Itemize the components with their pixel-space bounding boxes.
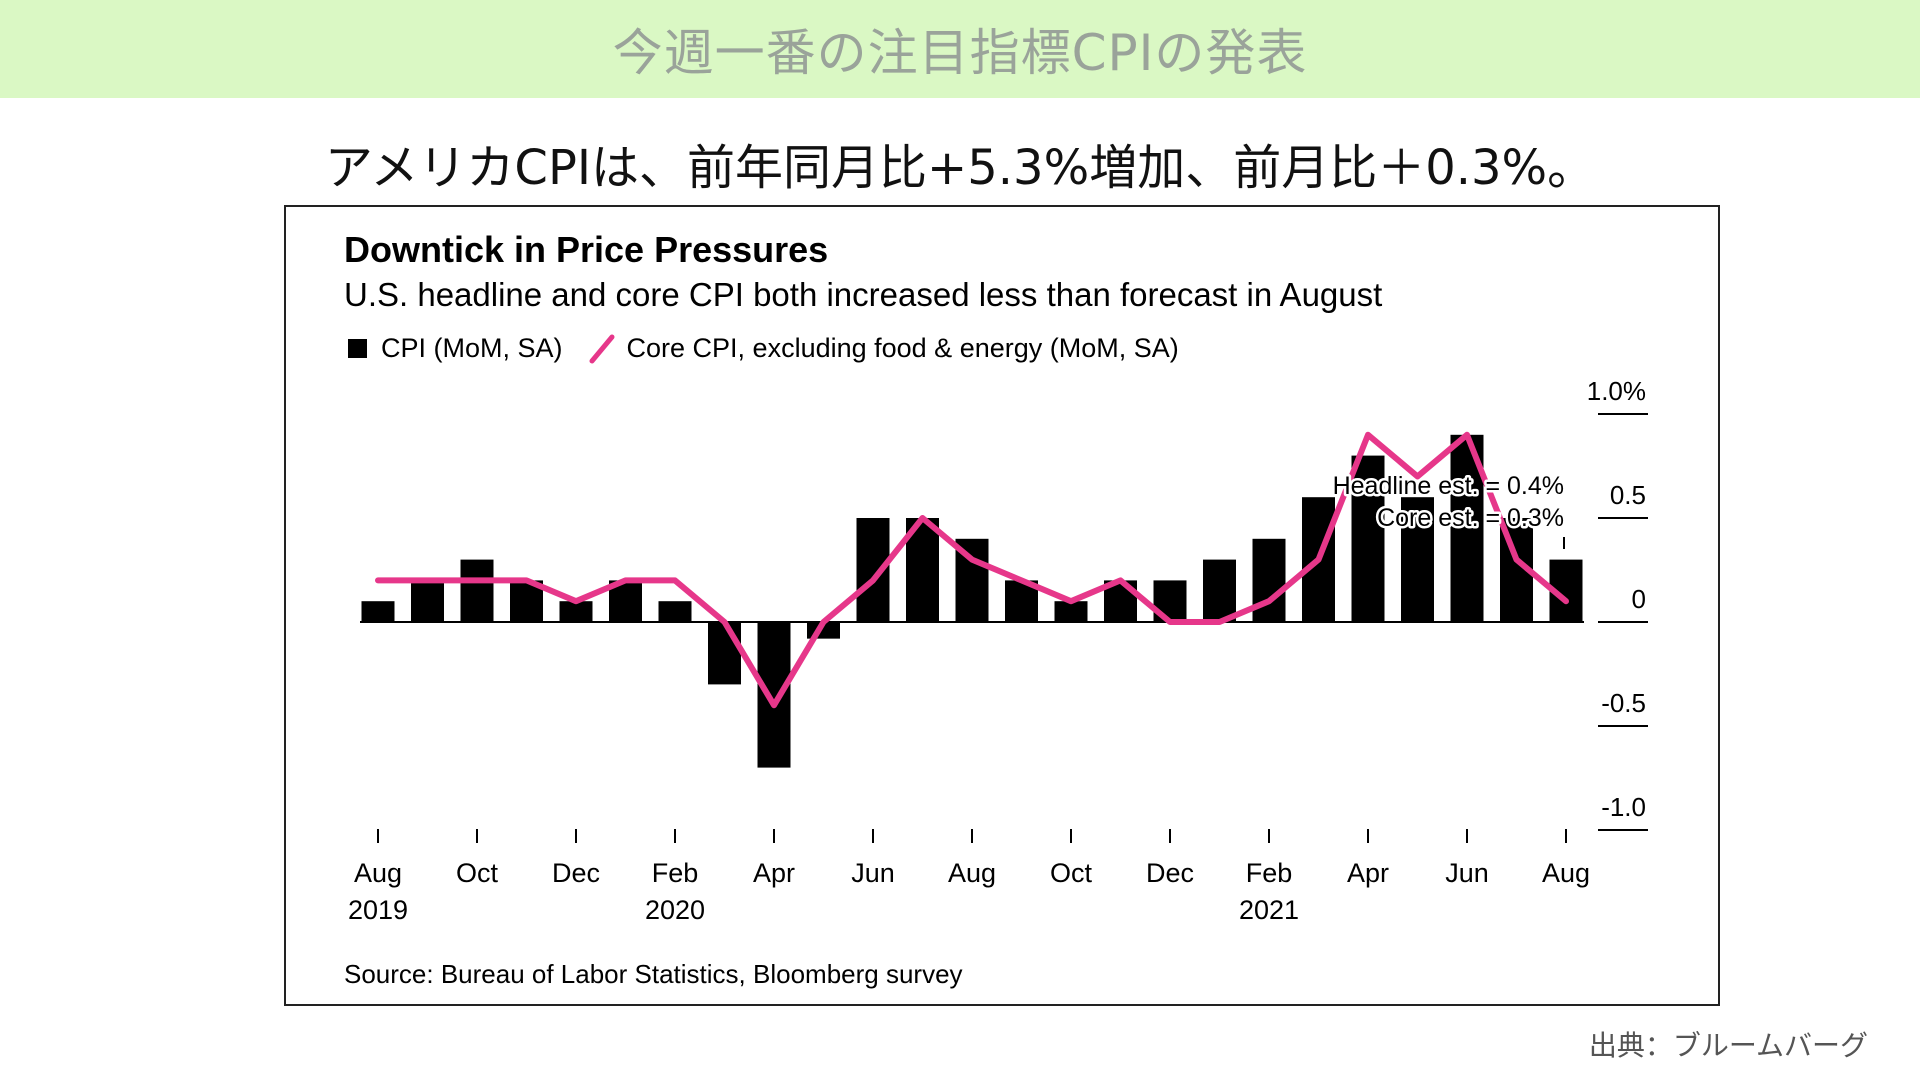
x-tick-label: Oct <box>1050 858 1093 888</box>
cpi-bar <box>411 580 444 622</box>
estimate-annotation: Core est. = 0.3% <box>1377 504 1564 532</box>
x-tick-label: Feb <box>1246 858 1293 888</box>
x-tick-label: Apr <box>753 858 795 888</box>
chart-source: Source: Bureau of Labor Statistics, Bloo… <box>344 959 963 989</box>
x-tick-label: Aug <box>948 858 996 888</box>
x-tick-label: Jun <box>1445 858 1489 888</box>
x-year-label: 2020 <box>645 895 705 925</box>
y-tick-label: 1.0% <box>1587 376 1646 406</box>
cpi-bar <box>658 601 692 622</box>
estimate-annotation: Headline est. = 0.4% <box>1333 472 1564 500</box>
cpi-bar <box>559 601 593 622</box>
core-cpi-line <box>375 431 1569 709</box>
legend-label-core-cpi: Core CPI, excluding food & energy (MoM, … <box>626 333 1179 363</box>
y-tick-label: 0.5 <box>1610 480 1646 510</box>
cpi-bar <box>1351 455 1385 622</box>
cpi-bar <box>1252 538 1286 622</box>
estimate-annotation-halo: Headline est. = 0.4% <box>1333 472 1564 500</box>
chart-subtitle: U.S. headline and core CPI both increase… <box>344 276 1383 313</box>
banner-title: 今週一番の注目指標CPIの発表 <box>612 24 1308 82</box>
x-tick-label: Jun <box>851 858 895 888</box>
cpi-bar <box>361 601 395 622</box>
x-tick-label: Dec <box>552 858 600 888</box>
title-banner: 今週一番の注目指標CPIの発表 <box>0 0 1920 98</box>
chart-panel: Downtick in Price Pressures U.S. headlin… <box>284 205 1720 1006</box>
chart-legend: CPI (MoM, SA) Core CPI, excluding food &… <box>348 333 1179 364</box>
chart-title: Downtick in Price Pressures <box>344 229 829 270</box>
cpi-bar <box>708 622 741 685</box>
x-tick-label: Feb <box>652 858 699 888</box>
cpi-bar <box>757 622 791 768</box>
legend-label-cpi: CPI (MoM, SA) <box>381 333 563 363</box>
x-tick-label: Aug <box>354 858 402 888</box>
cpi-bar <box>1054 601 1088 622</box>
legend-bar-swatch <box>348 339 367 358</box>
estimate-annotation-halo: Core est. = 0.3% <box>1377 504 1564 532</box>
chart-plot-area: 1.0% 0.5 0 -0.5 -1.0 Aug 2019 Oct Dec Feb 2020 Apr J… <box>348 376 1648 925</box>
x-year-label: 2021 <box>1239 895 1299 925</box>
x-tick-label: Apr <box>1347 858 1389 888</box>
headline-text: アメリカCPIは、前年同月比+5.3%増加、前月比＋0.3%。 <box>324 140 1596 196</box>
x-tick-label: Aug <box>1542 858 1590 888</box>
x-tick-label: Dec <box>1146 858 1194 888</box>
credit-text: 出典：ブルームバーグ <box>1588 1029 1868 1062</box>
legend-line-swatch <box>589 334 615 363</box>
cpi-bar <box>1401 497 1434 622</box>
cpi-bar <box>1203 559 1236 622</box>
x-tick-label: Oct <box>456 858 499 888</box>
x-year-label: 2019 <box>348 895 408 925</box>
y-tick-label: -1.0 <box>1601 792 1646 822</box>
y-tick-label: -0.5 <box>1601 688 1646 718</box>
y-tick-label: 0 <box>1632 584 1646 614</box>
cpi-bar <box>460 559 494 622</box>
